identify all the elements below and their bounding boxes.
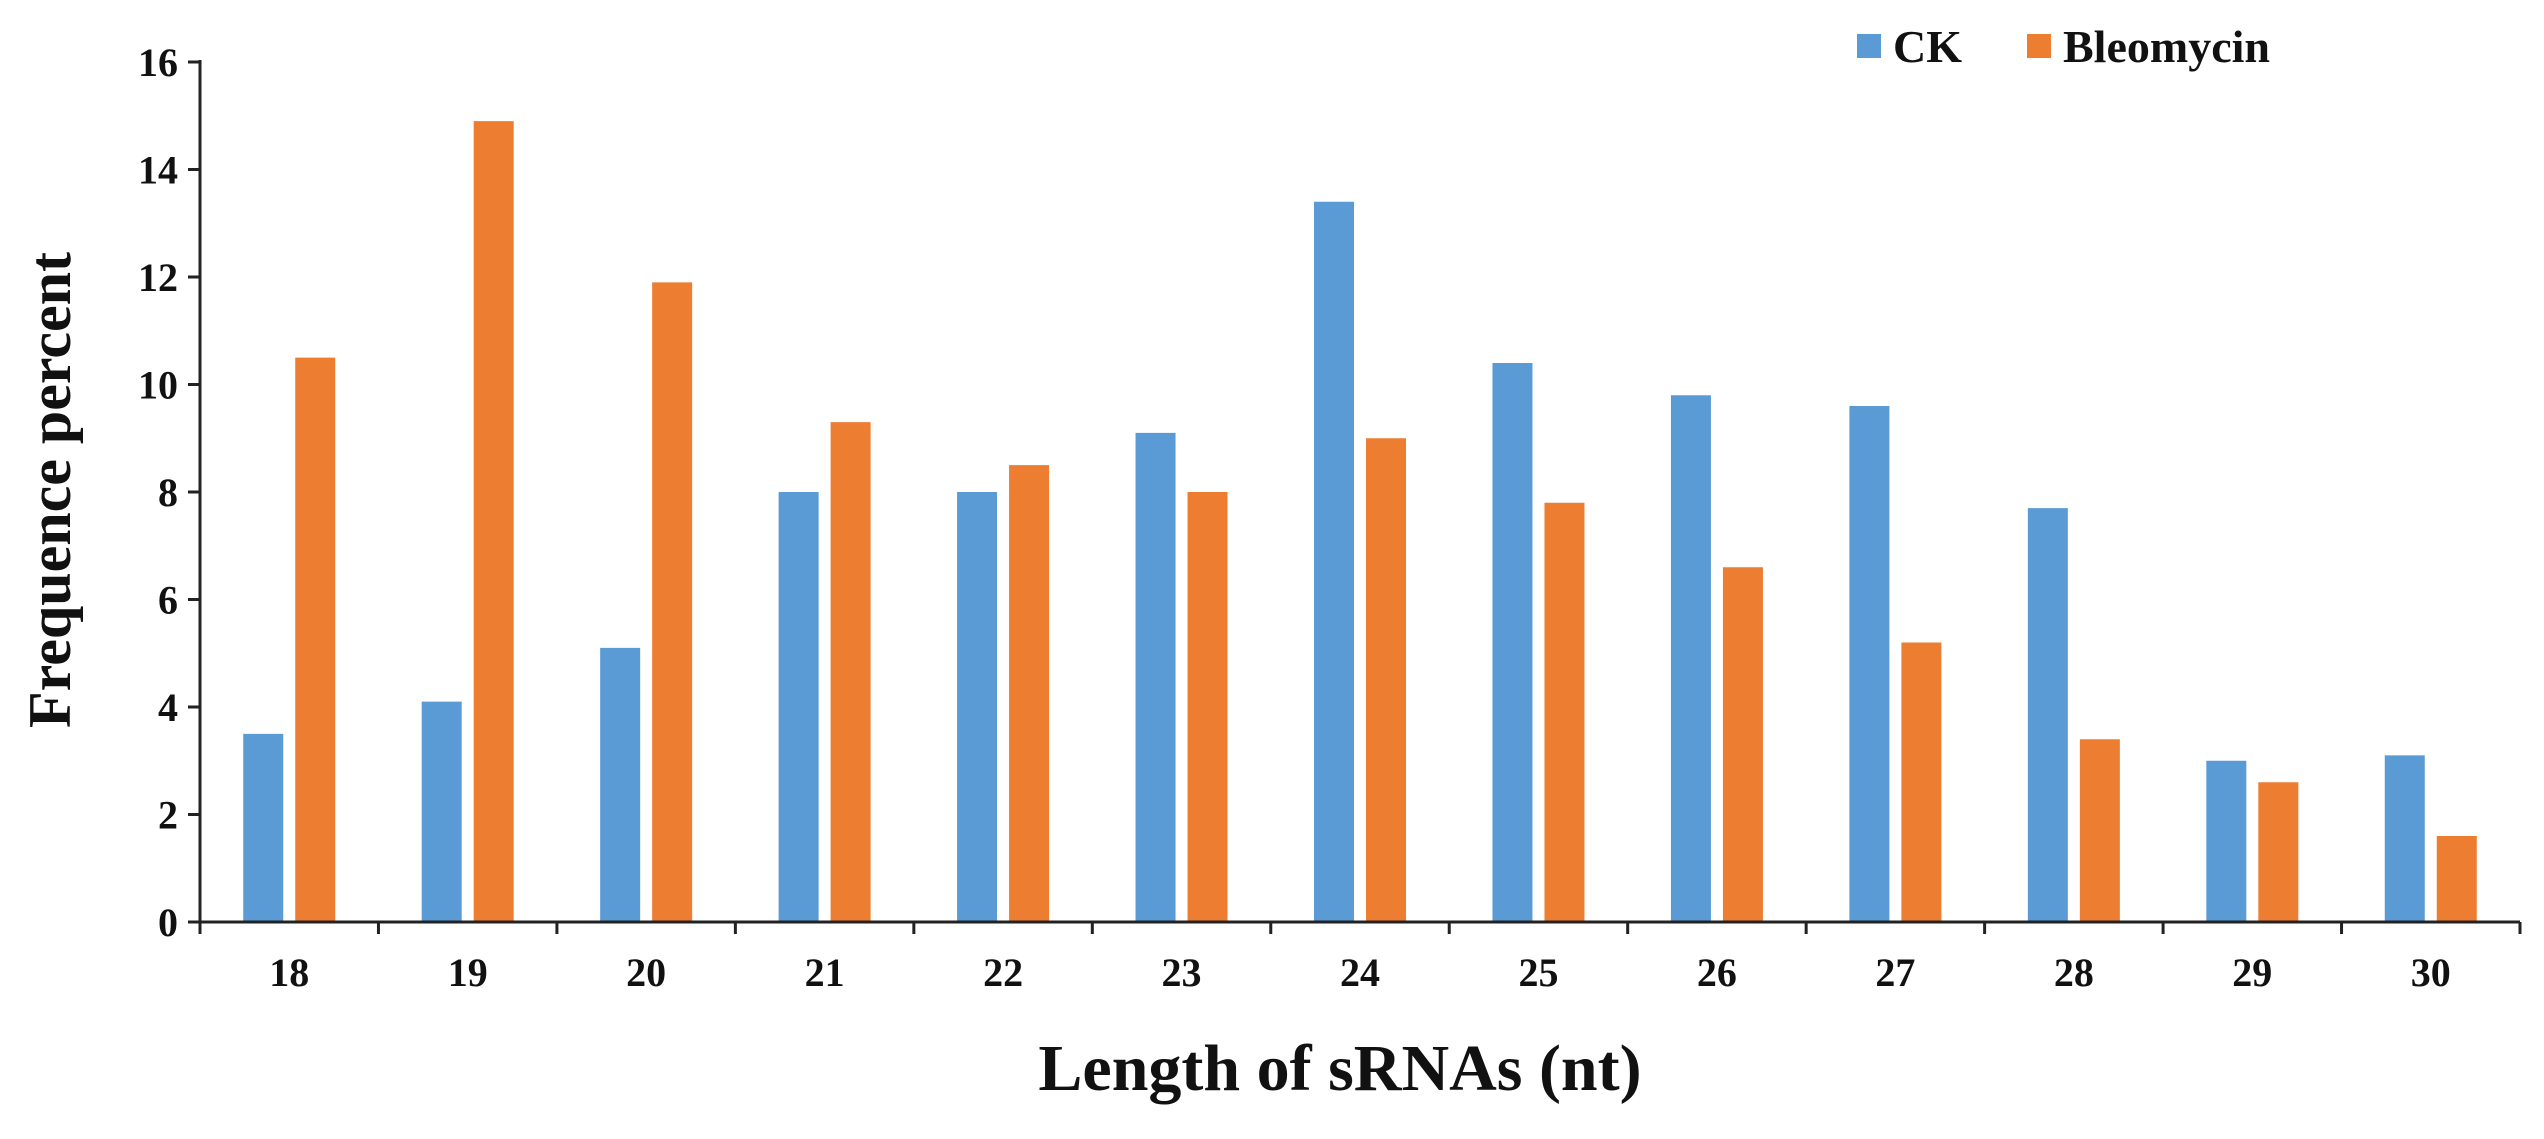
bar-bleomycin-19 (473, 121, 514, 922)
legend-swatch-bleomycin (2027, 34, 2051, 58)
bar-bleomycin-22 (1009, 465, 1050, 922)
x-tick-label-27: 27 (1875, 950, 1915, 995)
x-tick-label-30: 30 (2411, 950, 2451, 995)
bar-bleomycin-29 (2258, 782, 2299, 922)
x-tick-label-22: 22 (983, 950, 1023, 995)
bar-ck-28 (2027, 508, 2068, 922)
bar-bleomycin-28 (2079, 739, 2120, 922)
y-tick-label-2: 2 (158, 793, 178, 838)
x-axis-title: Length of sRNAs (nt) (1038, 1032, 1641, 1105)
x-tick-label-26: 26 (1697, 950, 1737, 995)
x-tick-label-18: 18 (269, 950, 309, 995)
x-tick-label-24: 24 (1340, 950, 1380, 995)
bar-bleomycin-27 (1901, 642, 1942, 922)
bar-ck-29 (2206, 760, 2247, 922)
x-tick-label-28: 28 (2054, 950, 2094, 995)
bar-ck-19 (421, 701, 462, 922)
bar-ck-24 (1314, 201, 1354, 922)
bar-bleomycin-21 (830, 422, 871, 922)
y-tick-label-16: 16 (138, 40, 178, 85)
bar-ck-27 (1849, 406, 1890, 922)
axes-layer (188, 60, 2522, 934)
bar-ck-26 (1670, 395, 1711, 922)
bar-bleomycin-30 (2436, 836, 2477, 922)
legend-label-bleomycin: Bleomycin (2063, 21, 2270, 72)
x-tick-label-20: 20 (626, 950, 666, 995)
bar-bleomycin-20 (652, 282, 693, 922)
bar-ck-18 (243, 733, 284, 922)
y-tick-label-12: 12 (138, 255, 178, 300)
bar-bleomycin-25 (1544, 502, 1585, 922)
bar-ck-22 (957, 492, 998, 922)
bar-bleomycin-18 (295, 357, 336, 922)
y-tick-label-4: 4 (158, 685, 178, 730)
bar-ck-30 (2384, 755, 2425, 922)
bar-bleomycin-24 (1366, 438, 1406, 922)
x-tick-label-21: 21 (805, 950, 845, 995)
y-axis-title: Frequence percent (17, 252, 83, 728)
legend: CK Bleomycin (1857, 21, 2270, 72)
legend-swatch-ck (1857, 34, 1881, 58)
x-tick-label-23: 23 (1162, 950, 1202, 995)
y-tick-label-0: 0 (158, 900, 178, 945)
y-tick-label-14: 14 (138, 148, 178, 193)
bar-ck-20 (600, 647, 641, 922)
bar-ck-21 (778, 492, 819, 922)
bar-ck-25 (1492, 363, 1533, 922)
x-tick-label-19: 19 (448, 950, 488, 995)
y-tick-label-10: 10 (138, 363, 178, 408)
y-tick-label-6: 6 (158, 578, 178, 623)
bar-ck-23 (1135, 432, 1176, 922)
bar-bleomycin-23 (1187, 492, 1228, 922)
bar-bleomycin-26 (1722, 567, 1763, 922)
y-tick-label-8: 8 (158, 470, 178, 515)
legend-label-ck: CK (1893, 21, 1962, 72)
x-tick-label-29: 29 (2232, 950, 2272, 995)
bars-layer (243, 121, 2477, 922)
x-tick-label-25: 25 (1518, 950, 1558, 995)
